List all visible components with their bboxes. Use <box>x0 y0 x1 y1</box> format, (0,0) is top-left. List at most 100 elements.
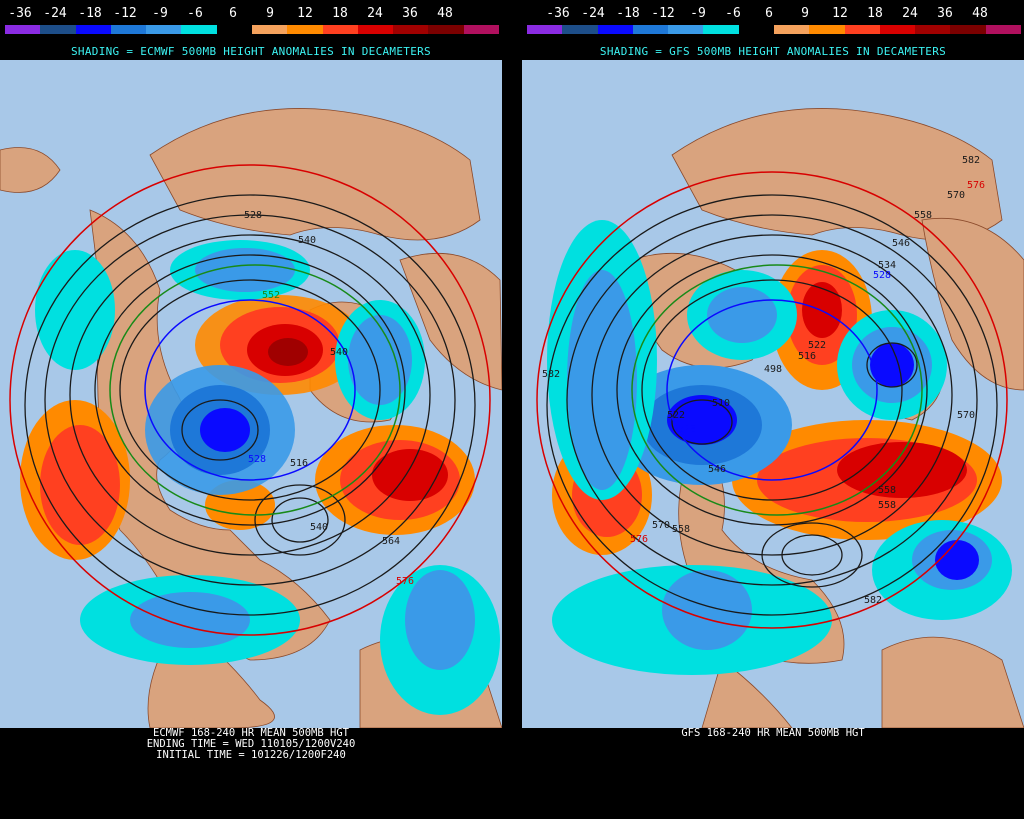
scale-label: -36 <box>546 6 570 21</box>
scale-label: 6 <box>229 6 237 21</box>
scale-swatch <box>463 25 499 34</box>
ecmwf-caption: ECMWF 168-240 HR MEAN 500MB HGT ENDING T… <box>0 728 502 761</box>
scale-swatch <box>357 25 394 34</box>
contour-label: 576 <box>396 576 414 587</box>
contour-label: 540 <box>298 235 316 246</box>
scale-swatch <box>915 25 951 34</box>
scale-label: 9 <box>801 6 809 21</box>
scale-label: 18 <box>867 6 883 21</box>
scale-label: 48 <box>437 6 453 21</box>
contour-label: 576 <box>967 180 985 191</box>
colored-contours <box>536 171 1008 629</box>
scale-swatch <box>287 25 323 34</box>
gfs-caption: GFS 168-240 HR MEAN 500MB HGT <box>522 728 1024 739</box>
scale-label: -6 <box>725 6 741 21</box>
contour-label: 570 <box>957 410 975 421</box>
anomaly-color-bar <box>527 25 1021 34</box>
caption-line: INITIAL TIME = 101226/1200F240 <box>156 749 346 761</box>
scale-swatch <box>597 25 633 34</box>
scale-label: -6 <box>187 6 203 21</box>
scale-label: -36 <box>8 6 32 21</box>
anomaly-shading <box>20 240 500 715</box>
scale-label: -9 <box>690 6 706 21</box>
scale-swatch <box>216 25 252 34</box>
scale-swatch <box>393 25 429 34</box>
contour-label: 570 <box>947 190 965 201</box>
scale-swatch <box>75 25 111 34</box>
scale-swatch <box>110 25 147 34</box>
contour-label: 558 <box>878 500 896 511</box>
contour-label: 522 <box>808 340 826 351</box>
ecmwf-panel: -36 -24 -18 -12 -9 -6 6 9 12 18 24 36 48… <box>0 0 502 819</box>
contour-label: 576 <box>630 534 648 545</box>
scale-swatch <box>632 25 669 34</box>
contour-label: 528 <box>873 270 891 281</box>
scale-label: 12 <box>832 6 848 21</box>
scale-swatch <box>322 25 358 34</box>
contour-label: 498 <box>764 364 782 375</box>
scale-swatch <box>773 25 810 34</box>
scale-swatch <box>40 25 76 34</box>
contour-label: 528 <box>678 424 696 435</box>
contour-label: 558 <box>672 524 690 535</box>
scale-label: -12 <box>113 6 137 21</box>
anomaly-color-bar <box>5 25 499 34</box>
scale-swatch <box>146 25 182 34</box>
anomaly-scale-labels: -36 -24 -18 -12 -9 -6 6 9 12 18 24 36 48 <box>522 6 1024 22</box>
gfs-map-graphic: 582 576 570 558 546 534 528 522 516 510 … <box>536 108 1024 728</box>
scale-label: 24 <box>367 6 383 21</box>
contour-label: 528 <box>248 454 266 465</box>
contour-label: 558 <box>878 485 896 496</box>
scale-swatch <box>181 25 217 34</box>
scale-swatch <box>985 25 1021 34</box>
contour-label: 564 <box>382 536 400 547</box>
contour-label: 558 <box>914 210 932 221</box>
scale-swatch <box>5 25 41 34</box>
scale-label: 24 <box>902 6 918 21</box>
contour-labels: 528 540 552 540 516 528 540 564 576 <box>244 210 414 587</box>
contour-label: 510 <box>712 398 730 409</box>
caption-line: ECMWF 168-240 HR MEAN 500MB HGT <box>153 727 349 739</box>
contour-label: 570 <box>652 520 670 531</box>
scale-label: 6 <box>765 6 773 21</box>
shading-subtitle: SHADING = GFS 500MB HEIGHT ANOMALIES IN … <box>599 45 947 58</box>
height-contours <box>24 194 476 616</box>
scale-label: -9 <box>152 6 168 21</box>
contour-label: 582 <box>542 369 560 380</box>
scale-swatch <box>428 25 464 34</box>
colored-contours <box>9 164 491 636</box>
scale-label: -18 <box>78 6 102 21</box>
scale-swatch <box>251 25 288 34</box>
contour-label: 528 <box>244 210 262 221</box>
contour-label: 516 <box>798 351 816 362</box>
shading-subtitle: SHADING = ECMWF 500MB HEIGHT ANOMALIES I… <box>71 45 431 58</box>
panel-divider <box>502 0 522 819</box>
scale-label: -18 <box>616 6 640 21</box>
caption-line: GFS 168-240 HR MEAN 500MB HGT <box>681 727 865 739</box>
scale-label: 12 <box>297 6 313 21</box>
scale-label: -24 <box>581 6 605 21</box>
contour-label: 552 <box>262 290 280 301</box>
anomaly-shading <box>547 220 1012 675</box>
scale-label: 36 <box>402 6 418 21</box>
scale-swatch <box>809 25 845 34</box>
scale-label: 48 <box>972 6 988 21</box>
contour-label: 540 <box>330 347 348 358</box>
scale-label: 36 <box>937 6 953 21</box>
scale-swatch <box>527 25 563 34</box>
scale-label: 18 <box>332 6 348 21</box>
contour-label: 540 <box>310 522 328 533</box>
contour-label: 534 <box>878 260 896 271</box>
scale-label: -12 <box>651 6 675 21</box>
height-contours <box>546 194 998 616</box>
scale-label: -24 <box>43 6 67 21</box>
gfs-panel: -36 -24 -18 -12 -9 -6 6 9 12 18 24 36 48… <box>522 0 1024 819</box>
contour-label: 516 <box>290 458 308 469</box>
scale-swatch <box>879 25 916 34</box>
contour-label: 546 <box>708 464 726 475</box>
contour-labels: 582 576 570 558 546 534 528 522 516 510 … <box>542 155 985 606</box>
contour-label: 546 <box>892 238 910 249</box>
caption-line: ENDING TIME = WED 110105/1200V240 <box>146 738 356 750</box>
scale-label: 9 <box>266 6 274 21</box>
scale-swatch <box>844 25 880 34</box>
